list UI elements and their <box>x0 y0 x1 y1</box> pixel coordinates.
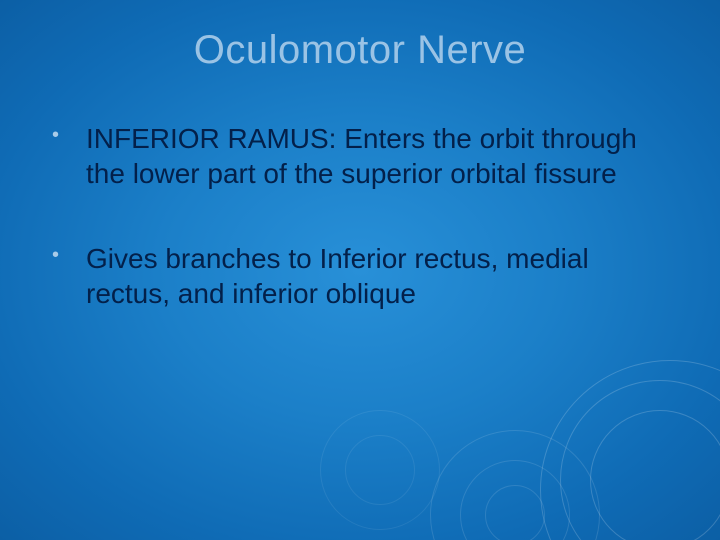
decorative-ripple <box>320 410 440 530</box>
decorative-ripple <box>460 460 570 540</box>
decorative-ripple <box>590 410 720 540</box>
bullet-list: INFERIOR RAMUS: Enters the orbit through… <box>40 121 680 311</box>
decorative-ripple <box>560 380 720 540</box>
decorative-ripple <box>540 360 720 540</box>
slide: Oculomotor Nerve INFERIOR RAMUS: Enters … <box>0 0 720 540</box>
decorative-ripple <box>345 435 415 505</box>
list-item: Gives branches to Inferior rectus, media… <box>40 241 680 311</box>
slide-title: Oculomotor Nerve <box>40 28 680 73</box>
list-item: INFERIOR RAMUS: Enters the orbit through… <box>40 121 680 191</box>
decorative-ripple <box>430 430 600 540</box>
decorative-ripple <box>485 485 545 540</box>
